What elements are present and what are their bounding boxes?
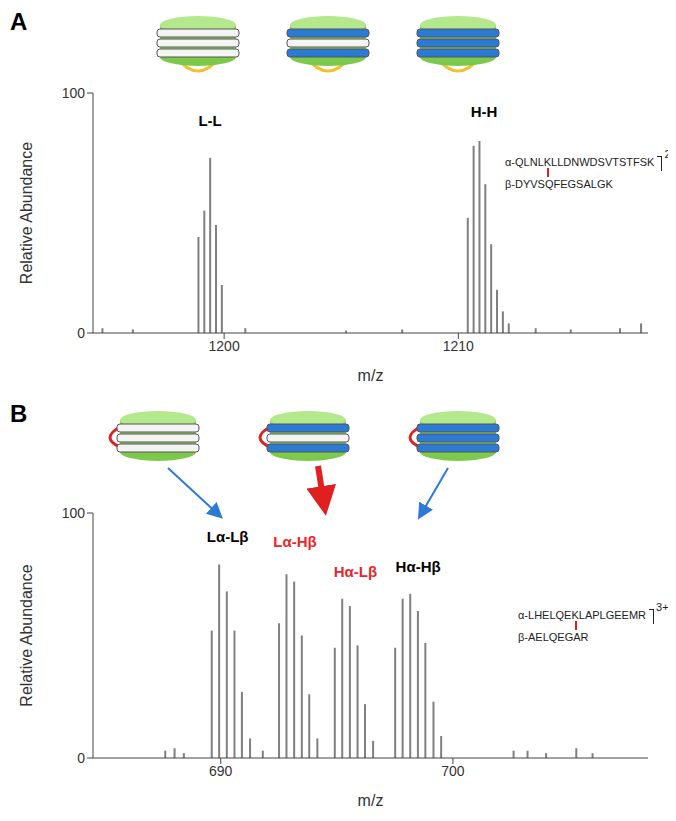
html-text:3+: 3+ bbox=[656, 601, 669, 613]
svg-text:m/z: m/z bbox=[358, 792, 384, 809]
svg-text:700: 700 bbox=[441, 763, 465, 779]
svg-text:100: 100 bbox=[62, 505, 86, 521]
svg-text:0: 0 bbox=[77, 750, 85, 766]
svg-text:100: 100 bbox=[62, 85, 86, 101]
html-text:α-LHELQE K LAPLGEEMR: α-LHELQE K LAPLGEEMR bbox=[518, 609, 646, 621]
svg-text:m/z: m/z bbox=[358, 367, 384, 384]
svg-text:1210: 1210 bbox=[443, 338, 474, 354]
svg-text:690: 690 bbox=[209, 763, 233, 779]
html-text:β-AELQEGAR: β-AELQEGAR bbox=[518, 631, 589, 643]
svg-text:1200: 1200 bbox=[209, 338, 240, 354]
svg-text:Lα-Hβ: Lα-Hβ bbox=[273, 533, 316, 550]
svg-text:L-L: L-L bbox=[198, 112, 221, 129]
html-text:A: A bbox=[10, 8, 28, 35]
svg-text:Relative Abundance: Relative Abundance bbox=[18, 142, 35, 284]
svg-text:H-H: H-H bbox=[471, 103, 498, 120]
html-text:β-DYVSQFEGSALGK: β-DYVSQFEGSALGK bbox=[505, 178, 613, 190]
svg-text:Hα-Hβ: Hα-Hβ bbox=[396, 558, 441, 575]
html-text:2+: 2+ bbox=[664, 148, 676, 160]
html-text:B: B bbox=[10, 400, 28, 427]
svg-text:Hα-Lβ: Hα-Lβ bbox=[334, 563, 377, 580]
svg-text:0: 0 bbox=[77, 325, 85, 341]
svg-text:Lα-Lβ: Lα-Lβ bbox=[207, 528, 249, 545]
svg-text:Relative Abundance: Relative Abundance bbox=[18, 564, 35, 706]
html-text:α-QLNL K LLDNWDSVTSTFSK: α-QLNL K LLDNWDSVTSTFSK bbox=[505, 156, 655, 168]
